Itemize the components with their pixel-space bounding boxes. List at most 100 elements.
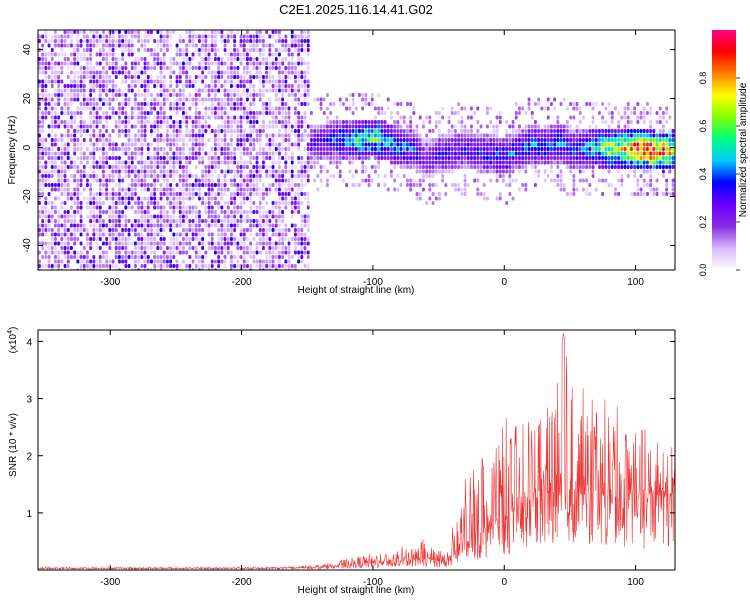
heatmap-cell — [214, 84, 217, 89]
heatmap-cell — [326, 115, 329, 120]
heatmap-cell — [95, 201, 99, 206]
heatmap-cell — [108, 241, 112, 246]
heatmap-cell — [642, 192, 646, 197]
heatmap-cell — [191, 183, 195, 188]
heatmap-cell — [575, 187, 579, 192]
heatmap-cell — [271, 111, 275, 116]
heatmap-cell — [124, 39, 128, 44]
heatmap-cell — [95, 205, 99, 210]
heatmap-cell — [178, 241, 182, 246]
heatmap-cell — [134, 106, 137, 111]
heatmap-cell — [297, 138, 301, 143]
heatmap-cell — [54, 88, 57, 93]
heatmap-cell — [610, 147, 614, 152]
heatmap-cell — [54, 115, 57, 120]
heatmap-cell — [380, 111, 384, 116]
heatmap-cell — [230, 259, 233, 264]
heatmap-cell — [303, 264, 307, 269]
heatmap-cell — [610, 160, 614, 165]
heatmap-cell — [194, 151, 198, 156]
heatmap-cell — [578, 133, 582, 138]
heatmap-cell — [70, 214, 73, 219]
heatmap-cell — [546, 156, 550, 161]
heatmap-cell — [450, 142, 454, 147]
heatmap-cell — [239, 183, 243, 188]
heatmap-cell — [242, 178, 246, 183]
heatmap-cell — [159, 147, 163, 152]
heatmap-cell — [297, 34, 301, 39]
heatmap-cell — [665, 160, 669, 165]
heatmap-cell — [175, 120, 179, 125]
heatmap-cell — [479, 165, 483, 170]
heatmap-cell — [671, 178, 675, 183]
heatmap-cell — [639, 133, 643, 138]
heatmap-cell — [150, 124, 153, 129]
heatmap-cell — [182, 88, 185, 93]
heatmap-cell — [255, 205, 259, 210]
heatmap-cell — [134, 93, 137, 98]
heatmap-cell — [70, 102, 73, 107]
heatmap-cell — [511, 196, 515, 201]
heatmap-cell — [82, 124, 86, 129]
heatmap-cell — [316, 174, 320, 179]
heatmap-cell — [169, 255, 173, 260]
heatmap-cell — [617, 142, 621, 147]
heatmap-cell — [361, 151, 365, 156]
heatmap-cell — [246, 183, 249, 188]
heatmap-cell — [294, 61, 297, 66]
heatmap-cell — [185, 178, 189, 183]
heatmap-cell — [255, 75, 259, 80]
heatmap-cell — [210, 34, 214, 39]
heatmap-cell — [134, 169, 137, 174]
heatmap-cell — [140, 165, 144, 170]
heatmap-cell — [226, 250, 230, 255]
heatmap-cell — [255, 223, 259, 228]
heatmap-cell — [633, 160, 637, 165]
heatmap-cell — [76, 30, 80, 35]
heatmap-cell — [262, 57, 265, 62]
heatmap-cell — [242, 129, 246, 134]
heatmap-cell — [66, 151, 70, 156]
heatmap-cell — [614, 165, 617, 170]
heatmap-cell — [434, 142, 438, 147]
heatmap-cell — [98, 120, 102, 125]
heatmap-cell — [182, 214, 185, 219]
heatmap-cell — [108, 106, 112, 111]
heatmap-cell — [185, 97, 189, 102]
heatmap-cell — [239, 133, 243, 138]
heatmap-cell — [265, 169, 269, 174]
heatmap-cell — [79, 232, 83, 237]
heatmap-cell — [207, 174, 211, 179]
heatmap-cell — [255, 70, 259, 75]
heatmap-cell — [249, 147, 253, 152]
heatmap-cell — [633, 174, 637, 179]
heatmap-cell — [108, 246, 112, 251]
heatmap-cell — [655, 138, 659, 143]
heatmap-cell — [204, 115, 208, 120]
heatmap-cell — [242, 219, 246, 224]
heatmap-cell — [255, 165, 259, 170]
heatmap-cell — [303, 237, 307, 242]
heatmap-cell — [322, 138, 326, 143]
heatmap-cell — [175, 102, 179, 107]
heatmap-cell — [492, 165, 496, 170]
heatmap-cell — [642, 142, 646, 147]
heatmap-cell — [102, 102, 105, 107]
heatmap-cell — [207, 268, 211, 270]
heatmap-cell — [41, 219, 45, 224]
heatmap-cell — [198, 196, 201, 201]
heatmap-cell — [198, 34, 201, 39]
heatmap-cell — [438, 156, 441, 161]
heatmap-cell — [278, 106, 281, 111]
heatmap-cell — [95, 196, 99, 201]
heatmap-cell — [626, 165, 630, 170]
heatmap-cell — [287, 187, 291, 192]
heatmap-cell — [169, 219, 173, 224]
heatmap-cell — [102, 183, 105, 188]
heatmap-cell — [98, 187, 102, 192]
heatmap-cell — [105, 237, 109, 242]
heatmap-cell — [143, 129, 147, 134]
heatmap-cell — [194, 75, 198, 80]
heatmap-cell — [630, 142, 633, 147]
heatmap-cell — [668, 129, 672, 134]
